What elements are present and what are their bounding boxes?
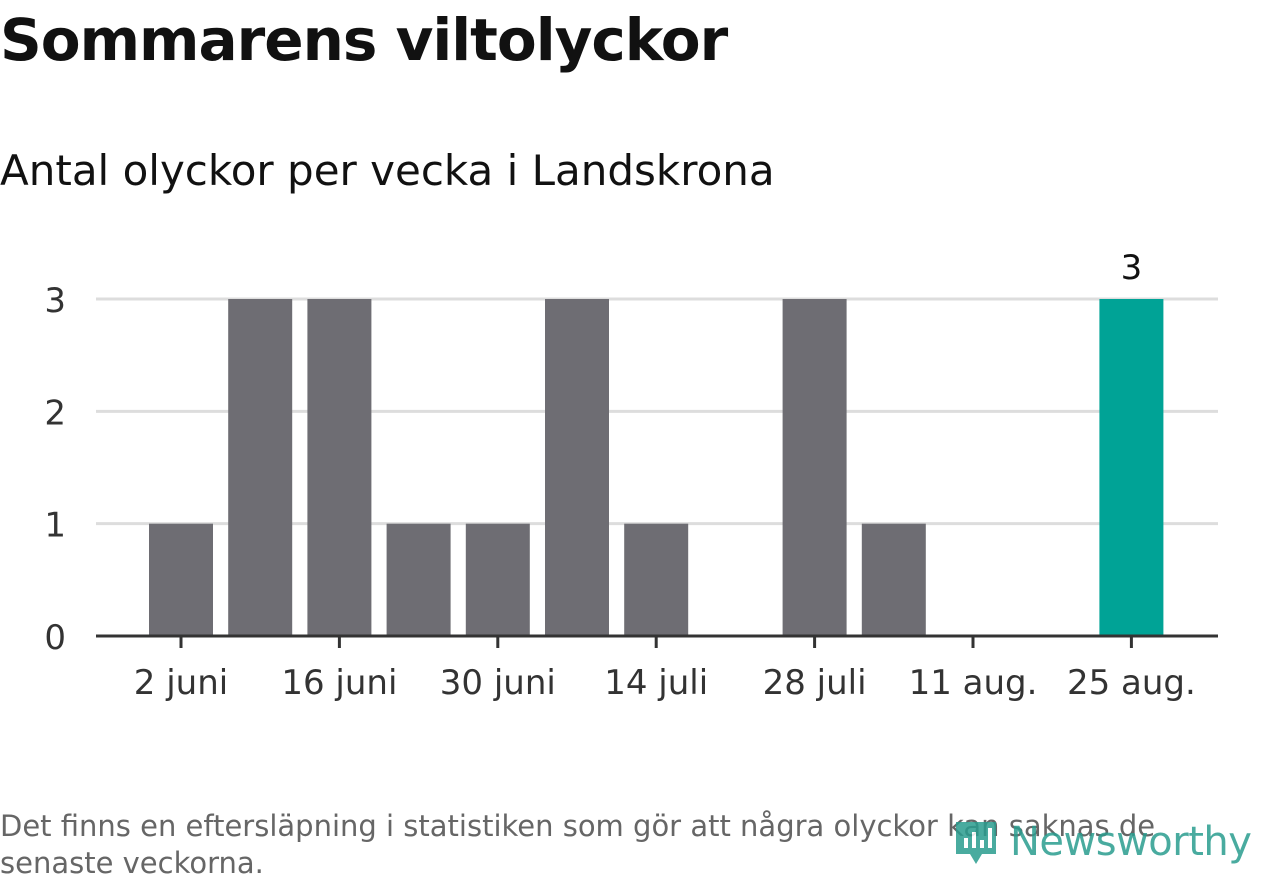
bar [307,299,372,636]
bar [545,299,609,636]
chart-subtitle: Antal olyckor per vecka i Landskrona [0,146,775,195]
data-label: 3 [1121,248,1143,288]
x-tick-label: 2 juni [134,663,228,703]
brand-name: Newsworthy [1010,819,1252,865]
x-tick-label: 14 juli [604,663,708,703]
x-tick-label: 28 juli [763,663,867,703]
bar [228,299,293,636]
y-tick-label: 3 [44,281,66,321]
bar-highlight [1099,299,1164,636]
bar [861,523,926,636]
chart-title: Sommarens viltolyckor [0,6,728,74]
newsworthy-logo-icon [956,822,996,864]
bar [465,523,530,636]
x-tick-label: 16 juni [281,663,397,703]
brand-logo: Newsworthy [952,818,1252,866]
bar [782,299,847,636]
y-tick-label: 0 [44,618,66,658]
y-tick-label: 1 [44,506,66,546]
bar [624,523,689,636]
x-tick-label: 11 aug. [909,663,1038,703]
y-tick-label: 2 [44,393,66,433]
x-tick-label: 30 juni [440,663,556,703]
bar [386,523,451,636]
bar [149,523,213,636]
x-tick-label: 25 aug. [1067,663,1196,703]
